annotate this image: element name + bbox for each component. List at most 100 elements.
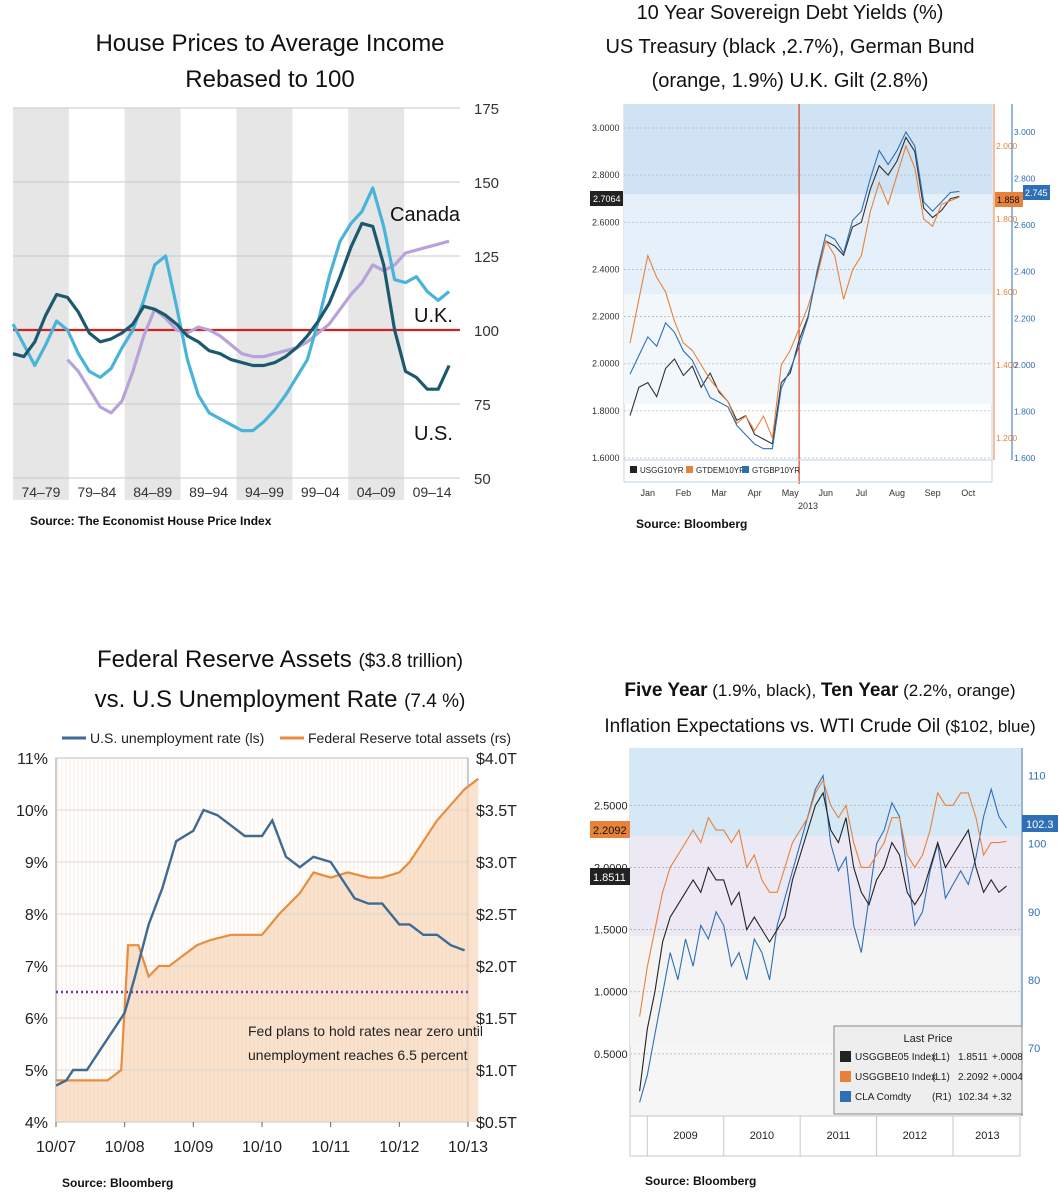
x-tick-label: Aug: [889, 488, 905, 498]
band-mid: [630, 836, 1020, 936]
chart4-title-segment: (1.9%, black),: [707, 681, 821, 700]
x-tick-label: 10/13: [448, 1139, 488, 1156]
last-label-box-oil: [1022, 815, 1058, 832]
left-tick-label: 9%: [25, 855, 48, 872]
legend-name: USGGBE10 Index: [855, 1072, 936, 1083]
x-tick-label: 99–04: [301, 484, 340, 500]
chart3-title-note: ($3.8 trillion): [358, 651, 463, 672]
chart3-title-line1: Federal Reserve Assets ($3.8 trillion): [30, 646, 530, 674]
orange-tick-label: 1.800: [996, 214, 1018, 224]
x-tick-label: Jul: [856, 488, 868, 498]
left-tick-label: 3.0000: [592, 123, 620, 133]
x-tick-label: 2009: [673, 1130, 697, 1142]
x-tick-label: Jun: [819, 488, 834, 498]
y-tick-label: 175: [474, 101, 499, 118]
x-tick-label: 04–09: [357, 484, 396, 500]
right-tick-label: $3.0T: [476, 855, 517, 872]
left-tick-label: 7%: [25, 959, 48, 976]
legend-swatch: [840, 1071, 851, 1082]
blue-tick-label: 1.800: [1014, 406, 1036, 416]
chart4-title-segment: Five Year: [624, 680, 708, 701]
left-tick-label: 1.5000: [594, 925, 628, 937]
left-tick-label: 4%: [25, 1115, 48, 1132]
series-line-usggbe05: [639, 791, 1007, 1092]
chart4-title-line2: Inflation Expectations vs. WTI Crude Oil…: [600, 716, 1040, 738]
x-tick-label: 10/08: [105, 1139, 145, 1156]
chart4-source: Source: Bloomberg: [645, 1174, 757, 1188]
legend-name: CLA Comdty: [855, 1092, 911, 1103]
chart3-title-main: Federal Reserve Assets: [97, 646, 352, 673]
y-tick-label: 75: [474, 397, 491, 414]
left-tick-label: 2.4000: [592, 264, 620, 274]
x-tick-label: Jan: [641, 488, 656, 498]
series-line-uk: [11, 186, 451, 433]
last-label-box-black: [590, 191, 623, 206]
legend-value: 2.2092: [958, 1072, 989, 1083]
left-tick-label: 1.6000: [592, 453, 620, 463]
series-line-usggbe10: [639, 779, 1007, 1017]
legend-change: +.0004: [992, 1072, 1023, 1083]
chart4-title-segment: ($102, blue): [940, 717, 1036, 736]
chart2-source: Source: Bloomberg: [636, 517, 748, 531]
label-us: U.S.: [414, 423, 453, 445]
band-shade: [124, 108, 181, 500]
chart2-subtitle-line1: US Treasury (black ,2.7%), German Bund: [605, 36, 975, 58]
legend-swatch: [630, 466, 637, 473]
chart2-title: 10 Year Sovereign Debt Yields (%): [636, 2, 944, 24]
x-tick-label: Apr: [748, 488, 762, 498]
chart2-subtitle-line2: (orange, 1.9%) U.K. Gilt (2.8%): [651, 70, 929, 92]
y-tick-label: 100: [474, 323, 499, 340]
series-line-gtgbp10yr: [629, 130, 960, 450]
band-shade: [236, 108, 293, 500]
x-tick-label: 09–14: [413, 484, 452, 500]
last-label-blue: 2.745: [1025, 188, 1048, 198]
y-tick-label: 150: [474, 175, 499, 192]
annotation-line1: Fed plans to hold rates near zero until: [248, 1023, 483, 1039]
chart4-inflation-oil: 0.50001.00001.50002.00002.50007080901001…: [590, 748, 1058, 1157]
x-axis-strip: [629, 1115, 1021, 1157]
right-tick-label: $3.5T: [476, 803, 517, 820]
left-tick-label: 5%: [25, 1063, 48, 1080]
annotation-line2: unemployment reaches 6.5 percent: [248, 1047, 468, 1063]
legend-axis: (L1): [932, 1072, 950, 1083]
last-label-five: 1.8511: [593, 872, 626, 884]
left-tick-label: 2.0000: [592, 359, 620, 369]
right-tick-label: 110: [1028, 771, 1046, 783]
series-line-gtdem10yr: [629, 144, 960, 441]
y-tick-label: 125: [474, 249, 499, 266]
x-tick-label: Oct: [961, 488, 976, 498]
left-tick-label: 2.2000: [592, 312, 620, 322]
x-tick-label: 94–99: [245, 484, 284, 500]
x-tick-label: 10/10: [242, 1139, 282, 1156]
legend-box: [833, 1025, 1023, 1115]
left-tick-label: 2.5000: [594, 800, 628, 812]
right-tick-label: $4.0T: [476, 751, 517, 768]
legend-title: Last Price: [904, 1033, 953, 1045]
orange-tick-label: 1.200: [996, 433, 1018, 443]
right-tick-label: 70: [1028, 1043, 1040, 1055]
chart4-title-segment: Ten Year: [820, 680, 899, 701]
chart1-title: House Prices to Average Income: [95, 30, 445, 57]
x-year-label: 2013: [798, 501, 818, 511]
legend-swatch: [840, 1091, 851, 1102]
right-tick-label: 80: [1028, 975, 1040, 987]
chart3-title-main2: vs. U.S Unemployment Rate: [94, 686, 398, 713]
blue-tick-label: 3.000: [1014, 127, 1036, 137]
left-tick-label: 11%: [17, 751, 48, 768]
legend-axis: (R1): [932, 1092, 951, 1103]
chart3-title-note2: (7.4 %): [404, 691, 466, 712]
series-line-unemployment: [55, 808, 466, 1087]
chart2-sovereign-yields: 1.6000 1.8000 2.0000 2.2000 2.4000 2.6000 2.80…: [590, 104, 1050, 511]
orange-tick-label: 1.400: [996, 360, 1018, 370]
y-tick-label: 50: [474, 471, 491, 488]
x-tick-label: 2012: [903, 1130, 927, 1142]
left-tick-label: 6%: [25, 1011, 48, 1028]
series-line-fed-assets: [56, 777, 479, 1082]
last-label-oil: 102.3: [1026, 819, 1054, 831]
legend-label-unemployment: U.S. unemployment rate (ls): [90, 730, 264, 746]
x-tick-label: 10/11: [311, 1139, 350, 1156]
right-tick-label: 90: [1028, 907, 1040, 919]
band-low: [624, 294, 992, 404]
legend-axis: (L1): [932, 1052, 950, 1063]
x-tick-label: 10/12: [379, 1139, 419, 1156]
